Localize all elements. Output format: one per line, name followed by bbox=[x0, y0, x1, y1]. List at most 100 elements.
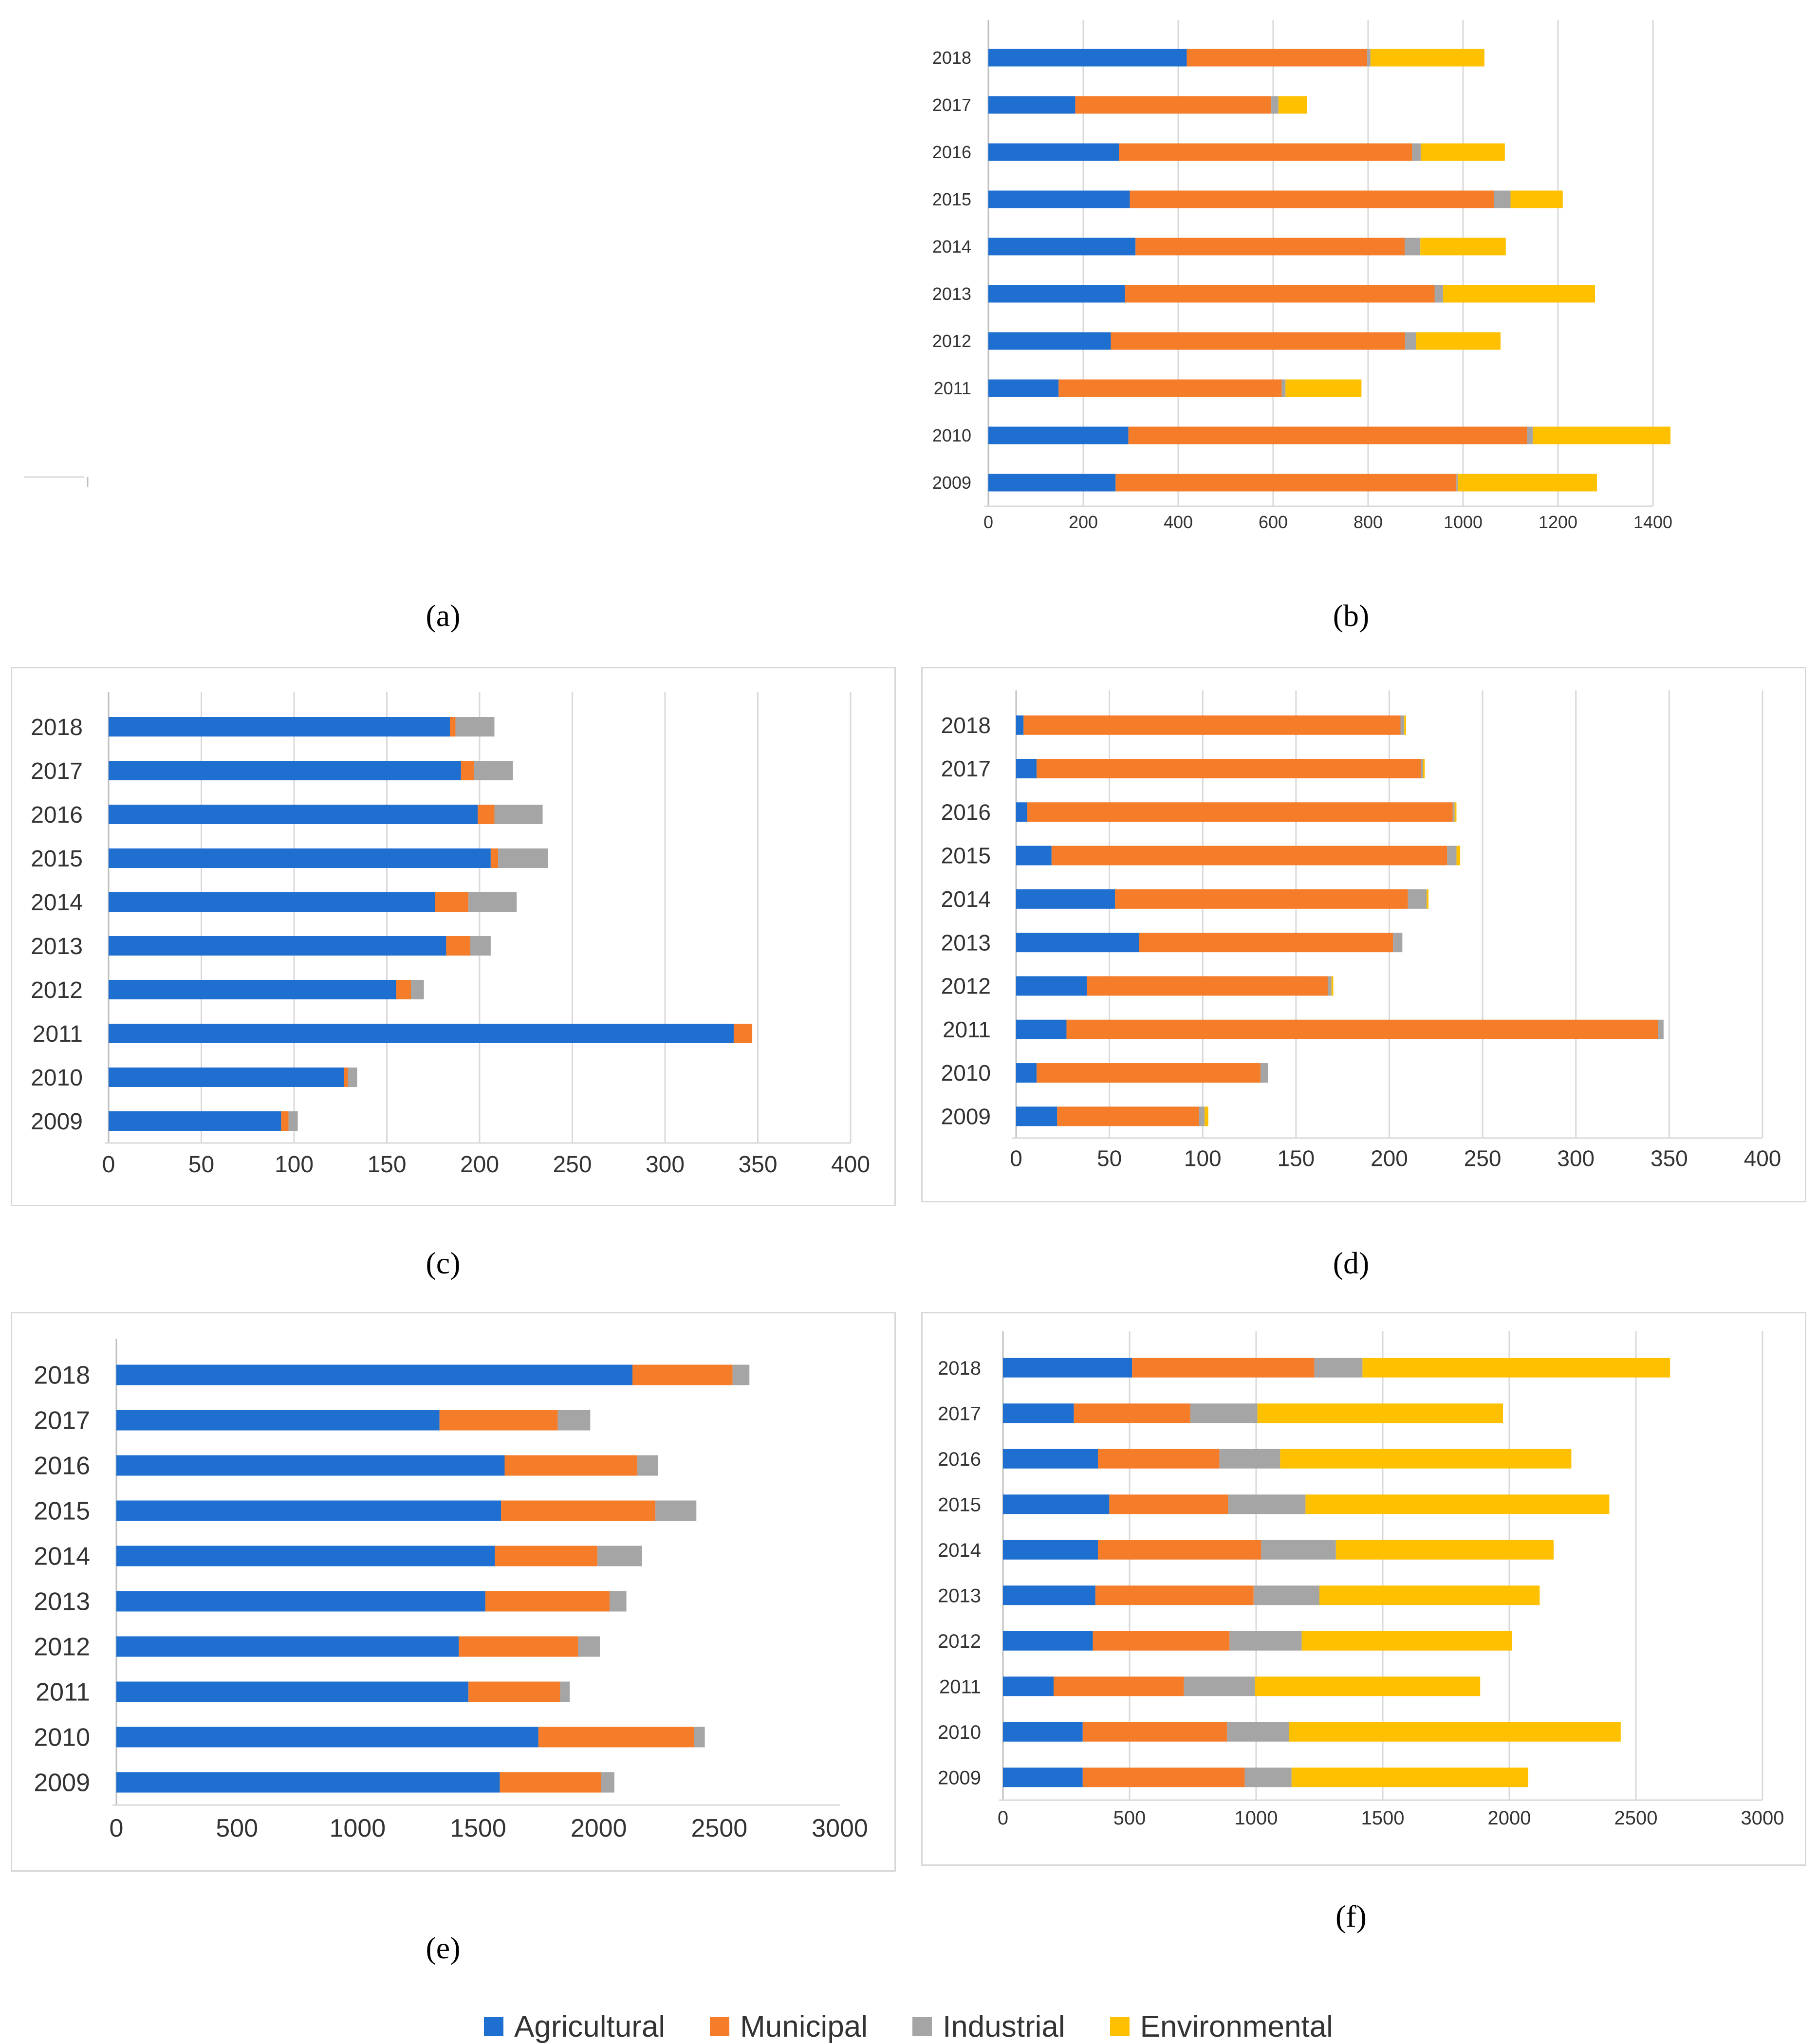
bar-f-2015-agricultural bbox=[1003, 1494, 1110, 1514]
bar-e-2011-municipal bbox=[468, 1681, 560, 1702]
bar-f-2011-industrial bbox=[1184, 1676, 1255, 1696]
bar-d-2012-municipal bbox=[1087, 976, 1328, 996]
chart-panel-f: 2018 2017 2016 2015 2014 2013 2012 2011 2010 2009… bbox=[921, 1312, 1806, 1866]
bar-d-2018-environmental bbox=[1404, 715, 1406, 735]
bar-b-2017-industrial bbox=[1271, 96, 1279, 114]
x-tick-label-c-250: 250 bbox=[553, 1152, 592, 1178]
legend-item-industrial: Industrial bbox=[912, 2009, 1065, 2044]
x-tick-label-e-0: 0 bbox=[110, 1814, 124, 1842]
bar-b-2011-industrial bbox=[1281, 379, 1286, 397]
x-tick-label-b-800: 800 bbox=[1353, 512, 1383, 532]
bar-c-2017-agricultural bbox=[109, 761, 461, 780]
bar-d-2016-agricultural bbox=[1016, 802, 1027, 822]
bar-d-2012-agricultural bbox=[1016, 976, 1087, 996]
legend-item-environmental: Environmental bbox=[1110, 2009, 1333, 2044]
bar-b-2016-environmental bbox=[1421, 143, 1505, 161]
x-tick-label-b-1400: 1400 bbox=[1633, 512, 1672, 532]
x-tick-label-a-1000: 1000 bbox=[22, 484, 63, 487]
bar-f-2013-municipal bbox=[1095, 1585, 1254, 1605]
y-tick-label-f-2017: 2017 bbox=[938, 1403, 981, 1424]
y-tick-label-d-2017: 2017 bbox=[941, 756, 991, 781]
caption-a: (a) bbox=[426, 598, 461, 633]
bar-f-2014-environmental bbox=[1335, 1540, 1554, 1560]
x-tick-label-c-200: 200 bbox=[460, 1152, 499, 1178]
x-tick-label-a-0: 0 bbox=[82, 484, 93, 487]
bar-c-2014-municipal bbox=[435, 892, 469, 912]
bar-f-2011-municipal bbox=[1054, 1676, 1184, 1696]
bar-c-2017-industrial bbox=[474, 761, 513, 780]
bar-d-2015-municipal bbox=[1051, 846, 1447, 865]
x-tick-label-c-150: 150 bbox=[367, 1152, 406, 1178]
bar-b-2013-agricultural bbox=[988, 285, 1125, 303]
bar-d-2009-agricultural bbox=[1016, 1106, 1057, 1126]
x-tick-label-d-250: 250 bbox=[1464, 1146, 1502, 1171]
bar-d-2013-industrial bbox=[1393, 933, 1403, 953]
bar-d-2014-industrial bbox=[1408, 889, 1427, 909]
legend-item-agricultural: Agricultural bbox=[484, 2009, 665, 2044]
legend-item-municipal: Municipal bbox=[710, 2009, 868, 2044]
chart-a-svg: 2018201720162015201420132012201120102009… bbox=[4, 476, 94, 487]
bar-c-2012-agricultural bbox=[109, 980, 396, 999]
legend-label-municipal: Municipal bbox=[740, 2009, 868, 2044]
bar-f-2009-agricultural bbox=[1003, 1768, 1083, 1787]
y-tick-label-d-2009: 2009 bbox=[941, 1104, 991, 1129]
x-tick-label-c-0: 0 bbox=[102, 1152, 115, 1178]
bar-d-2014-municipal bbox=[1115, 889, 1408, 909]
x-tick-label-a-400: 400 bbox=[54, 484, 85, 487]
y-tick-label-b-2018: 2018 bbox=[932, 48, 971, 68]
bar-c-2016-municipal bbox=[478, 805, 495, 824]
bar-b-2012-municipal bbox=[1111, 332, 1406, 350]
x-tick-label-d-150: 150 bbox=[1278, 1146, 1315, 1171]
bar-d-2013-agricultural bbox=[1016, 933, 1139, 953]
x-tick-label-b-200: 200 bbox=[1069, 512, 1098, 532]
bar-b-2014-environmental bbox=[1420, 238, 1506, 256]
y-tick-label-d-2015: 2015 bbox=[941, 843, 991, 868]
x-tick-label-c-300: 300 bbox=[646, 1152, 685, 1178]
bar-e-2018-industrial bbox=[732, 1364, 750, 1385]
caption-d: (d) bbox=[1333, 1246, 1370, 1280]
y-tick-label-f-2018: 2018 bbox=[938, 1358, 981, 1379]
y-tick-label-d-2010: 2010 bbox=[941, 1060, 991, 1086]
bar-e-2010-industrial bbox=[694, 1727, 705, 1748]
chart-d-svg: 2018 2017 2016 2015 2014 2013 2012 2011 2010 2009… bbox=[941, 690, 1781, 1171]
bar-b-2018-municipal bbox=[1187, 49, 1368, 67]
bar-f-2017-agricultural bbox=[1003, 1403, 1074, 1423]
y-tick-label-f-2013: 2013 bbox=[938, 1585, 981, 1606]
bar-c-2011-municipal bbox=[733, 1024, 753, 1043]
bar-f-2012-municipal bbox=[1093, 1631, 1230, 1651]
bar-e-2017-agricultural bbox=[116, 1410, 440, 1431]
bar-c-2014-agricultural bbox=[109, 892, 435, 912]
y-tick-label-c-2009: 2009 bbox=[31, 1109, 83, 1135]
y-tick-label-c-2010: 2010 bbox=[31, 1065, 83, 1091]
bar-e-2011-agricultural bbox=[116, 1681, 469, 1702]
bar-b-2011-environmental bbox=[1285, 379, 1362, 397]
x-tick-label-a-1400: 1400 bbox=[4, 484, 45, 487]
bar-e-2013-municipal bbox=[485, 1591, 610, 1612]
bar-c-2011-agricultural bbox=[109, 1024, 734, 1043]
bar-f-2013-environmental bbox=[1319, 1585, 1540, 1605]
bar-e-2010-municipal bbox=[538, 1727, 694, 1748]
bar-c-2013-municipal bbox=[446, 936, 470, 956]
y-tick-label-e-2014: 2014 bbox=[34, 1543, 90, 1571]
x-tick-label-b-600: 600 bbox=[1259, 512, 1288, 532]
bar-d-2009-municipal bbox=[1057, 1106, 1199, 1126]
y-tick-label-c-2017: 2017 bbox=[31, 758, 83, 784]
bar-f-2012-agricultural bbox=[1003, 1631, 1093, 1651]
bar-c-2012-municipal bbox=[396, 980, 411, 999]
x-tick-label-e-3000: 3000 bbox=[812, 1814, 868, 1842]
x-tick-label-f-500: 500 bbox=[1113, 1807, 1146, 1829]
bar-f-2015-municipal bbox=[1109, 1494, 1228, 1514]
y-tick-label-f-2015: 2015 bbox=[938, 1494, 981, 1515]
bar-e-2017-municipal bbox=[439, 1410, 558, 1431]
bar-b-2016-agricultural bbox=[988, 143, 1119, 161]
y-tick-label-e-2017: 2017 bbox=[34, 1407, 90, 1435]
bar-b-2012-agricultural bbox=[988, 332, 1111, 350]
bar-e-2018-agricultural bbox=[116, 1364, 633, 1385]
y-tick-label-c-2016: 2016 bbox=[31, 802, 83, 828]
bar-f-2012-industrial bbox=[1229, 1631, 1302, 1651]
bar-c-2010-municipal bbox=[344, 1068, 348, 1087]
x-tick-label-a-200: 200 bbox=[63, 484, 94, 487]
bar-b-2015-municipal bbox=[1130, 190, 1494, 208]
bar-b-2013-industrial bbox=[1434, 285, 1444, 303]
x-tick-label-c-350: 350 bbox=[738, 1152, 777, 1178]
